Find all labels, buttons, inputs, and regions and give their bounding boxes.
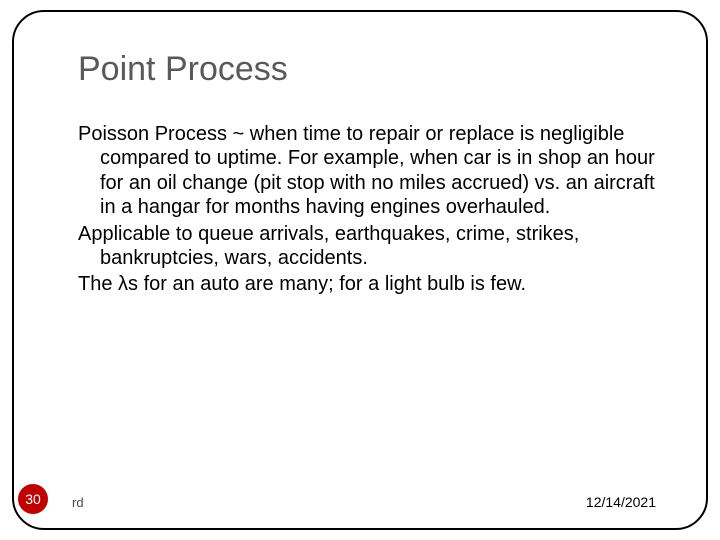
body-paragraph: Applicable to queue arrivals, earthquake…	[78, 222, 660, 271]
slide-body: Poisson Process ~ when time to repair or…	[78, 122, 660, 299]
footer-author: rd	[72, 495, 84, 510]
footer-date: 12/14/2021	[586, 494, 656, 510]
page-number-badge: 30	[18, 484, 48, 514]
body-paragraph: Poisson Process ~ when time to repair or…	[78, 122, 660, 220]
body-paragraph: The λs for an auto are many; for a light…	[78, 272, 660, 296]
slide-title: Point Process	[78, 50, 288, 89]
slide: Point Process Poisson Process ~ when tim…	[0, 0, 720, 540]
